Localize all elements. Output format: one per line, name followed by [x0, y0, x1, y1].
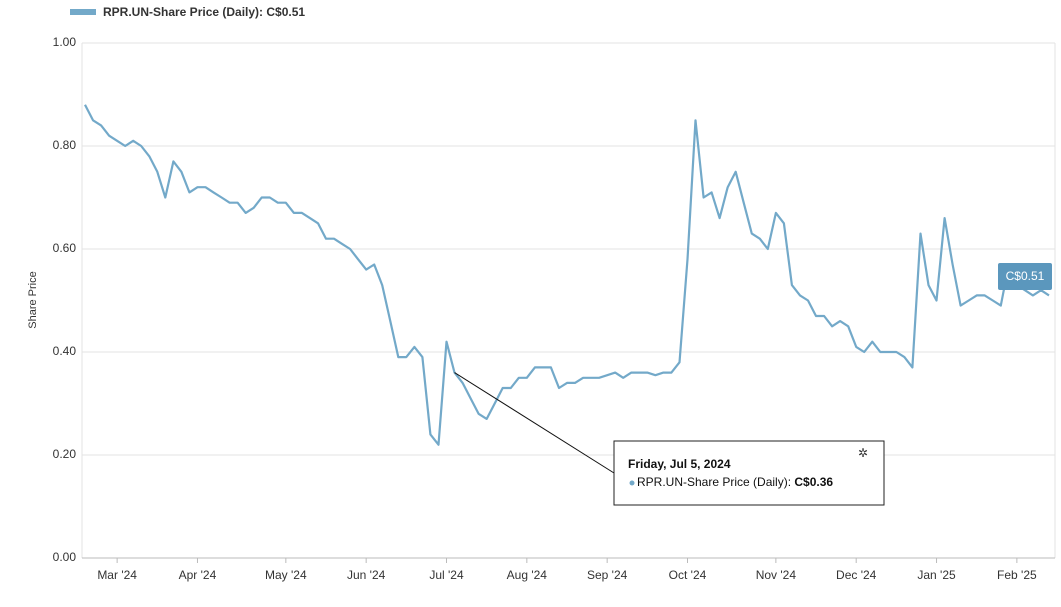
legend-value: C$0.51 — [266, 5, 305, 19]
tooltip-value: C$0.36 — [794, 475, 833, 489]
x-tick-label: Oct '24 — [669, 568, 707, 582]
x-tick-label: Dec '24 — [836, 568, 877, 582]
x-tick-label: Apr '24 — [179, 568, 217, 582]
legend: RPR.UN-Share Price (Daily): C$0.51 — [103, 5, 305, 19]
tooltip-connector — [454, 372, 615, 474]
x-tick-label: Sep '24 — [587, 568, 628, 582]
x-tick-label: Jun '24 — [347, 568, 386, 582]
last-value-badge — [998, 263, 1052, 290]
pin-icon: ✲ — [858, 446, 868, 460]
y-tick-label: 0.80 — [53, 138, 77, 152]
x-tick-label: May '24 — [265, 568, 307, 582]
tooltip-series: RPR.UN-Share Price (Daily): — [637, 475, 791, 489]
last-value-label: C$0.51 — [1006, 269, 1045, 283]
x-tick-label: Feb '25 — [997, 568, 1037, 582]
y-axis-label: Share Price — [27, 271, 39, 328]
tooltip-text: RPR.UN-Share Price (Daily): C$0.36 — [637, 475, 833, 489]
tooltip-box — [613, 440, 885, 506]
x-tick-label: Jan '25 — [917, 568, 956, 582]
price-line — [84, 104, 1050, 446]
legend-name: RPR.UN-Share Price (Daily): — [103, 5, 263, 19]
tooltip-dot — [629, 480, 635, 486]
x-tick-label: Mar '24 — [97, 568, 137, 582]
x-tick-label: Aug '24 — [507, 568, 548, 582]
y-tick-label: 0.40 — [53, 344, 77, 358]
legend-swatch — [70, 9, 96, 15]
tooltip-date: Friday, Jul 5, 2024 — [628, 457, 731, 471]
y-tick-label: 0.60 — [53, 241, 77, 255]
x-tick-label: Jul '24 — [429, 568, 464, 582]
y-tick-label: 0.20 — [53, 447, 77, 461]
y-tick-label: 1.00 — [53, 35, 77, 49]
x-tick-label: Nov '24 — [756, 568, 797, 582]
y-tick-label: 0.00 — [53, 550, 77, 564]
